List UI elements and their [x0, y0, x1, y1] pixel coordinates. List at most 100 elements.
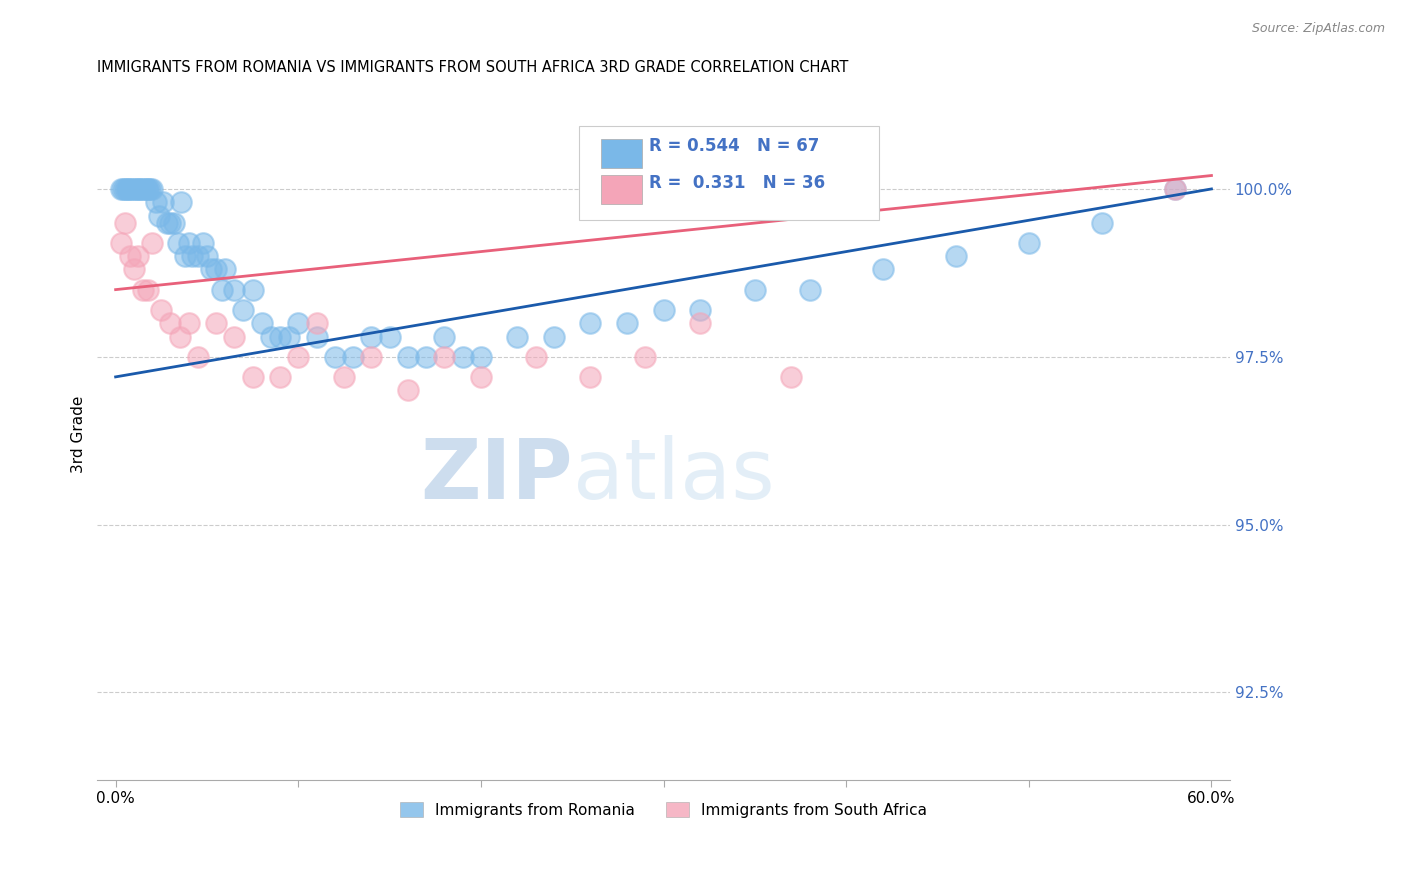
Point [177, 316, 200, 330]
Point [148, 209, 170, 223]
Point [152, 195, 174, 210]
Point [187, 350, 209, 364]
Point [287, 350, 309, 364]
Point [145, 195, 167, 210]
Point [120, 249, 142, 263]
Point [114, 182, 136, 196]
Point [122, 182, 145, 196]
Point [433, 350, 456, 364]
Point [141, 235, 163, 250]
Point [543, 329, 565, 343]
FancyBboxPatch shape [602, 139, 643, 168]
Point [1164, 182, 1187, 196]
Point [159, 316, 181, 330]
Point [780, 370, 803, 384]
Point [139, 182, 162, 196]
Point [138, 182, 160, 196]
Point [187, 249, 209, 263]
Text: ZIP: ZIP [420, 435, 574, 516]
Point [433, 329, 456, 343]
Point [470, 370, 492, 384]
Point [205, 262, 228, 277]
Point [396, 350, 419, 364]
Point [689, 302, 711, 317]
Point [110, 182, 132, 196]
Point [115, 182, 138, 196]
Point [224, 329, 246, 343]
Point [129, 182, 152, 196]
Point [278, 329, 301, 343]
Point [156, 215, 179, 229]
Point [1091, 215, 1114, 229]
Point [200, 262, 222, 277]
Point [242, 370, 264, 384]
Point [616, 316, 638, 330]
Point [150, 302, 173, 317]
Point [170, 195, 193, 210]
Y-axis label: 3rd Grade: 3rd Grade [72, 395, 86, 473]
Point [224, 283, 246, 297]
Point [214, 262, 236, 277]
Point [799, 283, 821, 297]
Point [287, 316, 309, 330]
Point [524, 350, 547, 364]
Point [579, 370, 602, 384]
Point [127, 182, 149, 196]
Point [579, 316, 602, 330]
Point [166, 235, 188, 250]
Point [122, 262, 145, 277]
Point [211, 283, 233, 297]
Point [193, 235, 215, 250]
Point [396, 384, 419, 398]
Point [689, 316, 711, 330]
Point [269, 370, 291, 384]
Point [260, 329, 283, 343]
Point [333, 370, 356, 384]
Point [360, 350, 382, 364]
Point [305, 329, 328, 343]
Point [269, 329, 291, 343]
Text: R = 0.544   N = 67: R = 0.544 N = 67 [648, 136, 820, 154]
Point [138, 283, 160, 297]
Point [634, 350, 657, 364]
Point [121, 182, 143, 196]
Point [141, 182, 163, 196]
Point [195, 249, 218, 263]
Point [872, 262, 894, 277]
Point [470, 350, 492, 364]
Point [134, 182, 156, 196]
FancyBboxPatch shape [602, 175, 643, 203]
Legend: Immigrants from Romania, Immigrants from South Africa: Immigrants from Romania, Immigrants from… [394, 796, 934, 824]
Point [305, 316, 328, 330]
Point [169, 329, 191, 343]
Point [360, 329, 382, 343]
Point [135, 182, 157, 196]
Text: Source: ZipAtlas.com: Source: ZipAtlas.com [1251, 22, 1385, 36]
Point [117, 182, 139, 196]
Point [342, 350, 364, 364]
Point [744, 283, 766, 297]
Point [205, 316, 228, 330]
Point [506, 329, 529, 343]
FancyBboxPatch shape [579, 127, 879, 219]
Point [125, 182, 148, 196]
Point [163, 215, 186, 229]
Point [177, 235, 200, 250]
Point [159, 215, 181, 229]
Point [945, 249, 967, 263]
Point [174, 249, 197, 263]
Point [120, 182, 142, 196]
Point [415, 350, 437, 364]
Point [127, 249, 149, 263]
Point [181, 249, 204, 263]
Text: R =  0.331   N = 36: R = 0.331 N = 36 [648, 174, 825, 192]
Point [128, 182, 150, 196]
Text: atlas: atlas [574, 435, 775, 516]
Point [111, 182, 134, 196]
Point [250, 316, 273, 330]
Point [1164, 182, 1187, 196]
Point [114, 215, 136, 229]
Point [132, 182, 155, 196]
Point [451, 350, 474, 364]
Point [1018, 235, 1040, 250]
